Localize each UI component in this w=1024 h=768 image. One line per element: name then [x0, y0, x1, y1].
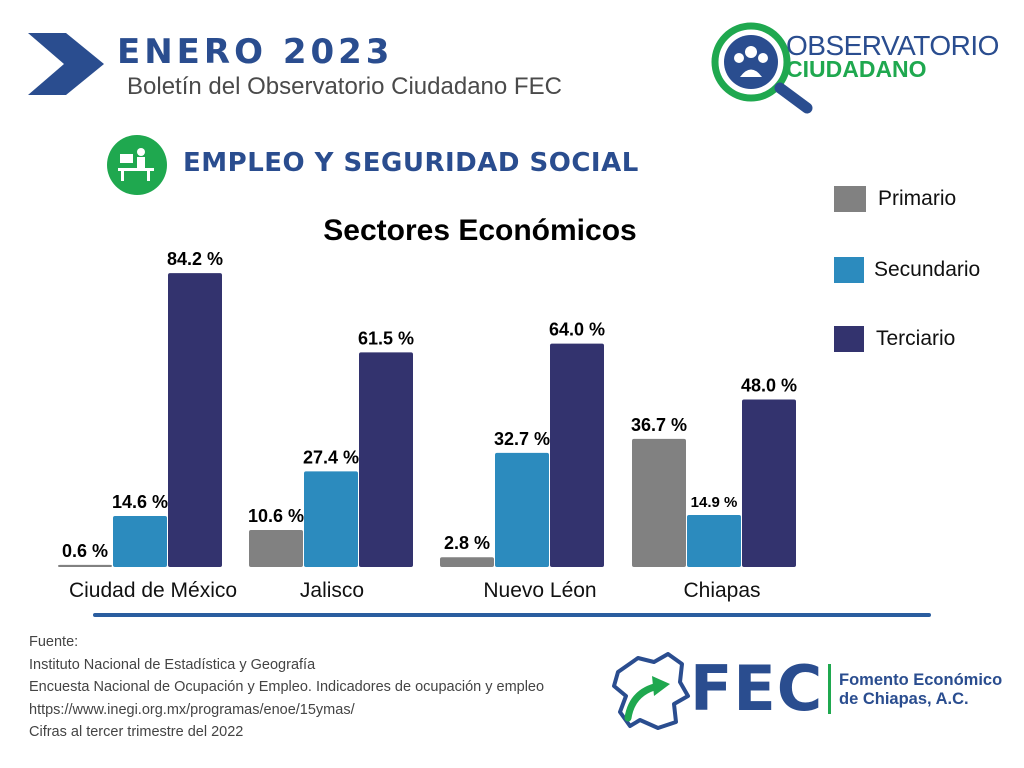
legend-swatch-secundario: [834, 257, 864, 283]
data-label: 36.7 %: [631, 415, 687, 435]
fec-fullname: Fomento Económico de Chiapas, A.C.: [839, 671, 1002, 709]
source-url: https://www.inegi.org.mx/programas/enoe/…: [29, 701, 355, 718]
fec-acronym: FEC: [690, 652, 824, 725]
fec-fullname-line: Fomento Económico: [839, 671, 1003, 689]
legend-label-primario: Primario: [878, 187, 957, 210]
page-subtitle: Boletín del Observatorio Ciudadano FEC: [127, 73, 562, 100]
data-label: 48.0 %: [741, 375, 797, 395]
bar-primario-1: [249, 530, 303, 567]
data-label: 84.2 %: [167, 249, 223, 269]
legend: Primario Secundario Terciario: [834, 178, 1014, 358]
category-label: Chiapas: [683, 579, 760, 602]
bar-secundario-2: [495, 452, 549, 567]
source-line: Cifras al tercer trimestre del 2022: [29, 724, 244, 740]
data-label: 61.5 %: [358, 328, 414, 348]
bar-terciario-3: [742, 399, 796, 567]
chevron-right-icon: [28, 33, 104, 95]
legend-item-secundario: Secundario: [834, 255, 980, 285]
data-label: 2.8 %: [444, 533, 490, 553]
desk-worker-icon: [107, 135, 167, 195]
observatorio-logo: [706, 20, 1006, 115]
legend-swatch-primario: [834, 186, 866, 212]
page-title: ENERO 2023: [117, 32, 394, 72]
source-line: Instituto Nacional de Estadística y Geog…: [29, 656, 316, 673]
category-label: Jalisco: [300, 579, 364, 602]
fec-logo: [612, 652, 690, 730]
fec-separator: [828, 664, 831, 714]
bar-terciario-0: [168, 273, 222, 567]
data-label: 14.6 %: [112, 492, 168, 512]
source-line: Encuesta Nacional de Ocupación y Empleo.…: [29, 679, 545, 695]
category-label: Nuevo Léon: [483, 579, 596, 602]
bar-secundario-3: [687, 514, 741, 567]
data-label: 10.6 %: [248, 506, 304, 526]
bar-primario-0: [58, 564, 112, 567]
legend-item-primario: Primario: [834, 184, 956, 214]
data-label: 32.7 %: [494, 429, 550, 449]
legend-label-secundario: Secundario: [874, 258, 981, 281]
bar-secundario-1: [304, 471, 358, 567]
legend-item-terciario: Terciario: [834, 324, 955, 354]
logo-line-1: OBSERVATORIO: [786, 30, 999, 61]
chart-title: Sectores Económicos: [323, 214, 637, 247]
magnifier-icon: [711, 22, 813, 114]
data-label: 27.4 %: [303, 447, 359, 467]
category-label: Ciudad de México: [69, 579, 237, 602]
fec-fullname-line: de Chiapas, A.C.: [839, 690, 969, 708]
section-title: EMPLEO Y SEGURIDAD SOCIAL: [183, 148, 639, 178]
legend-swatch-terciario: [834, 326, 864, 352]
divider: [93, 613, 931, 617]
legend-label-terciario: Terciario: [876, 327, 956, 350]
data-label: 64.0 %: [549, 320, 605, 340]
bar-terciario-1: [359, 352, 413, 567]
bar-terciario-2: [550, 343, 604, 567]
logo-line-2: CIUDADANO: [786, 56, 927, 82]
data-label: 0.6 %: [62, 541, 108, 561]
bar-primario-2: [440, 557, 494, 567]
source-notes: Fuente: Instituto Nacional de Estadístic…: [29, 631, 544, 744]
bar-secundario-0: [113, 516, 167, 567]
bar-primario-3: [632, 438, 686, 567]
data-label: 14.9 %: [691, 494, 738, 511]
source-line: Fuente:: [29, 634, 79, 650]
